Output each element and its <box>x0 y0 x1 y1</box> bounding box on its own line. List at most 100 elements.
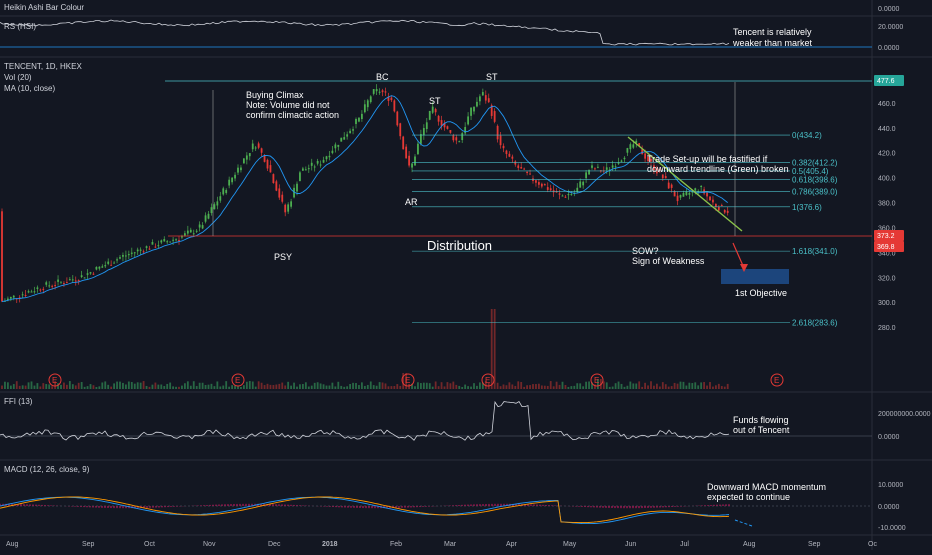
macd-hist-bar <box>596 506 597 508</box>
volume-bar <box>553 386 555 389</box>
volume-bar <box>379 382 381 389</box>
volume-bar <box>296 387 298 389</box>
macd-hist-bar <box>722 504 723 506</box>
macd-hist-bar <box>284 505 285 506</box>
volume-bar <box>290 386 292 389</box>
candle <box>700 185 702 192</box>
volume-bar <box>122 383 124 389</box>
macd-hist-bar <box>629 506 630 508</box>
macd-hist-bar <box>611 506 612 508</box>
macd-hist-bar <box>32 505 33 506</box>
volume-bar <box>211 384 213 389</box>
volume-bar <box>659 386 661 389</box>
earnings-marker[interactable]: E <box>49 374 61 386</box>
candle <box>565 195 567 198</box>
heikin-title: Heikin Ashi Bar Colour <box>4 3 84 12</box>
candle <box>107 258 109 265</box>
volume-bar <box>119 382 121 389</box>
candle <box>10 297 12 302</box>
macd-hist-bar <box>659 506 660 508</box>
volume-bar <box>116 382 118 389</box>
volume-bar <box>264 385 266 389</box>
time-tick-label: May <box>563 541 577 548</box>
candle <box>417 140 419 155</box>
volume-bar <box>57 383 59 389</box>
candle <box>629 142 631 152</box>
volume-bar <box>423 383 425 389</box>
time-tick-label: Jun <box>625 541 636 548</box>
volume-bar <box>28 382 30 389</box>
macd-hist-bar <box>554 505 555 506</box>
candle <box>13 295 15 300</box>
indicator-vol: Vol (20) <box>4 73 32 82</box>
candle <box>290 199 292 209</box>
candle <box>287 202 289 214</box>
volume-bar <box>532 384 534 389</box>
candle <box>314 165 316 172</box>
macd-hist-bar <box>419 506 420 507</box>
macd-hist-bar <box>677 506 678 507</box>
macd-hist-bar <box>401 506 402 508</box>
macd-hist-bar <box>290 505 291 506</box>
earnings-marker[interactable]: E <box>232 374 244 386</box>
volume-bar <box>184 383 186 389</box>
candle <box>87 269 89 279</box>
volume-bar <box>314 383 316 389</box>
volume-bar <box>34 386 36 389</box>
candle <box>491 104 493 119</box>
macd-hist-bar <box>656 506 657 508</box>
candle <box>258 142 260 150</box>
volume-bar <box>134 384 136 389</box>
candle <box>243 158 245 164</box>
volume-bar <box>635 384 637 389</box>
volume-bar <box>727 384 729 389</box>
macd-hist-bar <box>173 506 174 507</box>
volume-bar <box>479 382 481 389</box>
volume-bar <box>63 383 65 389</box>
candle <box>34 287 36 294</box>
macd-annotation-1: Downward MACD momentum <box>707 482 826 492</box>
macd-hist-bar <box>215 505 216 506</box>
volume-bar <box>343 387 345 389</box>
label-st-1: ST <box>429 96 441 106</box>
svg-text:369.8: 369.8 <box>877 244 895 251</box>
volume-bar <box>491 309 493 389</box>
volume-bar <box>302 384 304 389</box>
candle <box>101 264 103 267</box>
macd-hist-bar <box>365 506 366 508</box>
macd-hist-bar <box>200 505 201 506</box>
candle <box>506 150 508 159</box>
macd-hist-bar <box>545 505 546 506</box>
candle <box>116 257 118 263</box>
volume-bar <box>337 382 339 389</box>
volume-bar <box>618 382 620 389</box>
macd-hist-bar <box>41 505 42 506</box>
candle <box>275 180 277 191</box>
volume-bar <box>208 385 210 389</box>
candle <box>367 99 369 111</box>
macd-hist-bar <box>623 506 624 508</box>
volume-bar <box>237 386 239 389</box>
macd-hist-bar <box>425 506 426 507</box>
candle <box>208 211 210 219</box>
macd-hist-bar <box>83 506 84 507</box>
volume-bar <box>688 383 690 389</box>
macd-hist-bar <box>278 504 279 506</box>
macd-hist-bar <box>371 506 372 508</box>
volume-bar <box>45 384 47 389</box>
macd-hist-bar <box>233 504 234 506</box>
macd-hist-bar <box>242 504 243 506</box>
macd-hist-bar <box>719 505 720 506</box>
earnings-marker[interactable]: E <box>771 374 783 386</box>
volume-bar <box>641 387 643 389</box>
macd-hist-bar <box>20 504 21 506</box>
macd-hist-bar <box>203 505 204 506</box>
candle <box>299 171 301 181</box>
volume-bar <box>332 383 334 389</box>
candle <box>31 290 33 293</box>
candle <box>157 241 159 249</box>
y-tick-label: 460.0 <box>878 101 896 108</box>
candle <box>470 107 472 120</box>
